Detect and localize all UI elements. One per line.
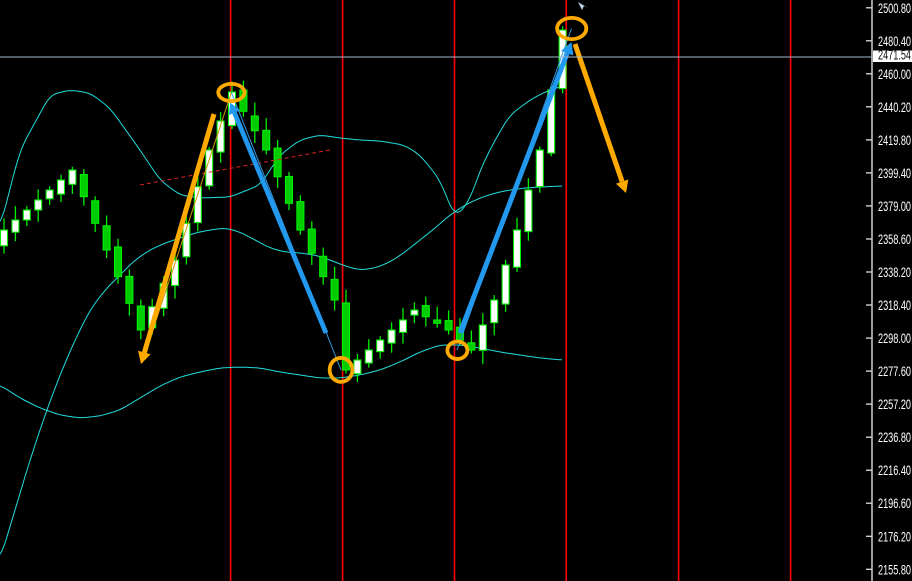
svg-text:2338.20: 2338.20	[878, 265, 911, 280]
svg-text:2399.40: 2399.40	[878, 166, 911, 181]
svg-text:2419.80: 2419.80	[878, 133, 911, 148]
svg-text:2318.40: 2318.40	[878, 298, 911, 313]
svg-text:2257.20: 2257.20	[878, 397, 911, 412]
svg-text:2480.40: 2480.40	[878, 34, 911, 49]
svg-text:2500.80: 2500.80	[878, 1, 911, 16]
svg-text:2236.80: 2236.80	[878, 430, 911, 445]
svg-text:2155.80: 2155.80	[878, 562, 911, 577]
svg-text:2379.00: 2379.00	[878, 199, 911, 214]
svg-text:2460.00: 2460.00	[878, 67, 911, 82]
svg-text:2216.40: 2216.40	[878, 463, 911, 478]
svg-text:2358.60: 2358.60	[878, 232, 911, 247]
svg-text:2298.00: 2298.00	[878, 331, 911, 346]
svg-text:2277.60: 2277.60	[878, 364, 911, 379]
svg-text:2440.20: 2440.20	[878, 100, 911, 115]
svg-text:2471.54: 2471.54	[878, 48, 911, 63]
svg-text:2176.20: 2176.20	[878, 529, 911, 544]
svg-text:2196.60: 2196.60	[878, 496, 911, 511]
